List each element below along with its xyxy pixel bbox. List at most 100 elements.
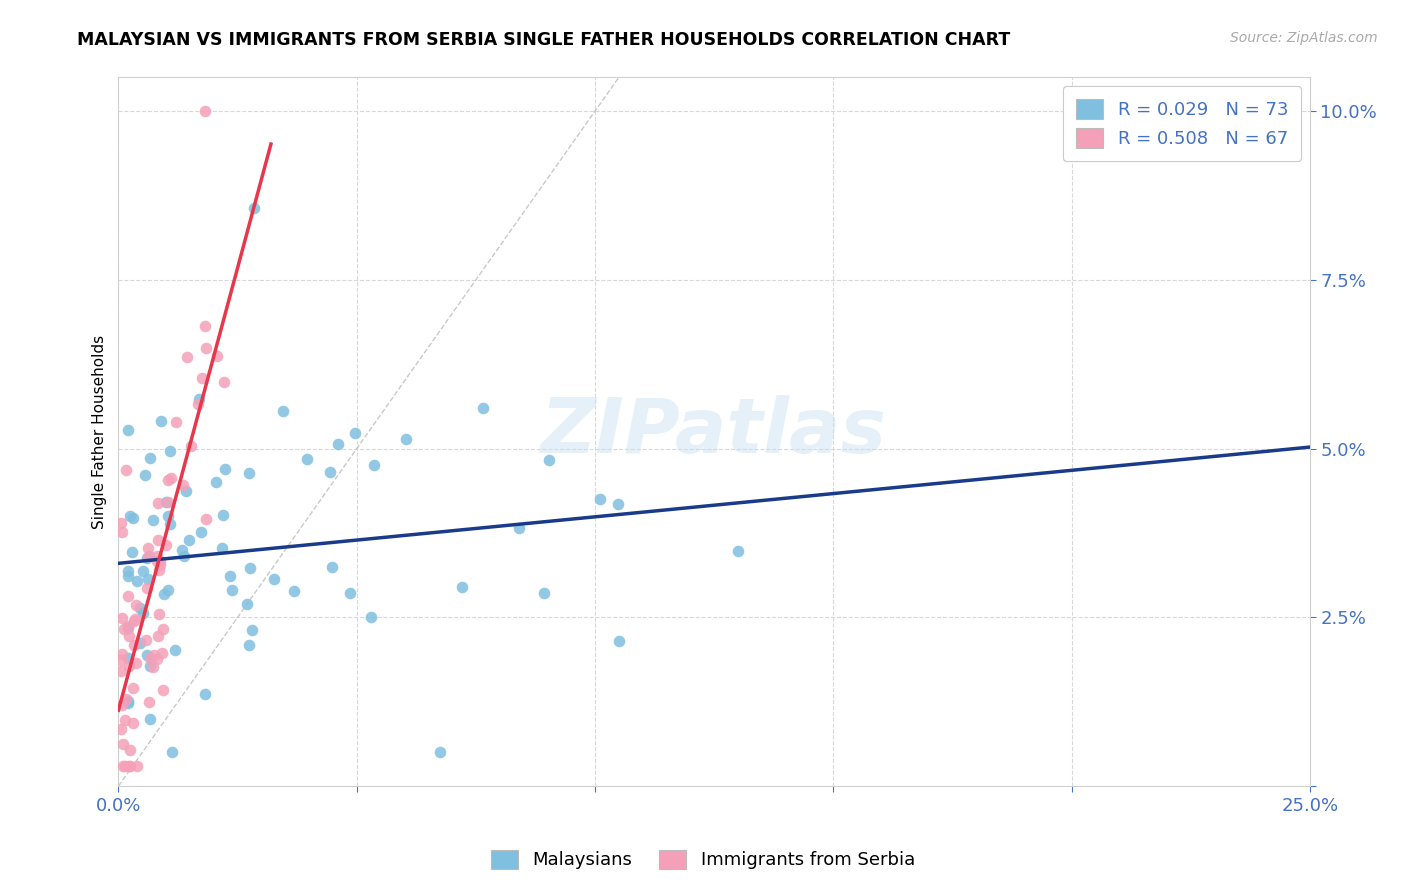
Point [343, 425, 366, 440]
Point [537, 453, 560, 467]
Point [117, 696, 139, 710]
Point [360, 609, 382, 624]
Point [135, 632, 157, 647]
Point [205, 475, 228, 489]
Point [124, 638, 146, 652]
Point [194, 319, 217, 334]
Point [118, 658, 141, 673]
Point [115, 463, 138, 477]
Point [219, 569, 242, 583]
Point [117, 694, 139, 708]
Point [122, 511, 145, 525]
Point [157, 473, 180, 487]
Point [131, 606, 153, 620]
Point [173, 549, 195, 563]
Point [114, 691, 136, 706]
Text: Source: ZipAtlas.com: Source: ZipAtlas.com [1230, 31, 1378, 45]
Point [263, 573, 285, 587]
Point [145, 554, 167, 568]
Point [533, 586, 555, 600]
Point [111, 524, 134, 539]
Point [152, 683, 174, 698]
Point [156, 508, 179, 523]
Point [160, 745, 183, 759]
Point [187, 397, 209, 411]
Point [212, 375, 235, 389]
Point [195, 512, 218, 526]
Point [194, 687, 217, 701]
Point [174, 483, 197, 498]
Point [235, 597, 257, 611]
Point [727, 543, 749, 558]
Point [238, 639, 260, 653]
Point [145, 652, 167, 666]
Point [117, 569, 139, 583]
Point [117, 565, 139, 579]
Point [139, 659, 162, 673]
Point [214, 462, 236, 476]
Point [131, 564, 153, 578]
Point [471, 401, 494, 415]
Point [148, 629, 170, 643]
Point [319, 465, 342, 479]
Point [120, 759, 142, 773]
Point [589, 492, 612, 507]
Point [145, 549, 167, 563]
Point [295, 452, 318, 467]
Point [118, 508, 141, 523]
Point [146, 496, 169, 510]
Point [125, 599, 148, 613]
Point [339, 585, 361, 599]
Point [138, 549, 160, 563]
Point [139, 451, 162, 466]
Point [136, 541, 159, 555]
Point [111, 611, 134, 625]
Point [238, 467, 260, 481]
Point [122, 716, 145, 731]
Point [129, 601, 152, 615]
Point [172, 477, 194, 491]
Point [283, 584, 305, 599]
Point [152, 622, 174, 636]
Point [141, 660, 163, 674]
Point [606, 497, 628, 511]
Point [110, 664, 132, 678]
Point [190, 371, 212, 385]
Point [122, 614, 145, 628]
Point [607, 633, 630, 648]
Point [136, 572, 159, 586]
Point [110, 652, 132, 666]
Point [148, 563, 170, 577]
Text: ZIPatlas: ZIPatlas [541, 395, 887, 469]
Point [194, 104, 217, 119]
Point [146, 533, 169, 548]
Point [110, 723, 132, 737]
Point [117, 621, 139, 635]
Point [163, 643, 186, 657]
Point [136, 550, 159, 565]
Point [188, 392, 211, 406]
Point [125, 656, 148, 670]
Point [118, 759, 141, 773]
Point [117, 619, 139, 633]
Point [150, 646, 173, 660]
Point [139, 651, 162, 665]
Point [124, 612, 146, 626]
Point [117, 589, 139, 603]
Point [328, 437, 350, 451]
Point [159, 516, 181, 531]
Text: MALAYSIAN VS IMMIGRANTS FROM SERBIA SINGLE FATHER HOUSEHOLDS CORRELATION CHART: MALAYSIAN VS IMMIGRANTS FROM SERBIA SING… [77, 31, 1011, 49]
Point [134, 467, 156, 482]
Point [242, 202, 264, 216]
Point [117, 651, 139, 665]
Point [156, 583, 179, 598]
Point [240, 623, 263, 637]
Point [118, 743, 141, 757]
Point [429, 745, 451, 759]
Point [143, 648, 166, 663]
Point [148, 553, 170, 567]
Point [165, 415, 187, 429]
Point [194, 341, 217, 355]
Point [136, 648, 159, 662]
Point [136, 581, 159, 595]
